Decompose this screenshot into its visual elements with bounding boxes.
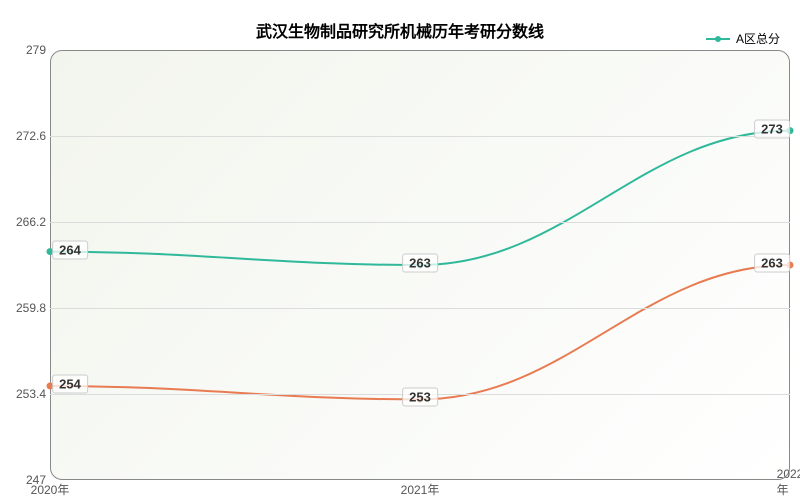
data-label: 263 — [754, 254, 790, 273]
legend-swatch-a — [706, 38, 730, 40]
grid-line — [50, 308, 790, 309]
x-tick-label: 2020年 — [31, 481, 70, 498]
legend-label-a: A区总分 — [736, 30, 780, 47]
legend-item-a: A区总分 — [706, 30, 780, 47]
x-tick-label: 2021年 — [401, 481, 440, 498]
data-label: 254 — [52, 374, 88, 393]
legend-dot-a — [715, 36, 721, 42]
y-tick-label: 279 — [0, 43, 46, 57]
grid-line — [50, 136, 790, 137]
y-tick-label: 272.6 — [0, 129, 46, 143]
x-tick-label: 2022年 — [777, 467, 800, 498]
data-label: 253 — [402, 388, 438, 407]
y-tick-label: 259.8 — [0, 301, 46, 315]
chart-container: 武汉生物制品研究所机械历年考研分数线 A区总分 B区总分 247253.4259… — [0, 0, 800, 500]
y-tick-label: 253.4 — [0, 387, 46, 401]
grid-line — [50, 222, 790, 223]
chart-title: 武汉生物制品研究所机械历年考研分数线 — [0, 18, 800, 42]
data-label: 273 — [754, 119, 790, 138]
series-line — [50, 265, 790, 399]
data-label: 264 — [52, 240, 88, 259]
series-line — [50, 131, 790, 265]
data-label: 263 — [402, 254, 438, 273]
y-tick-label: 266.2 — [0, 215, 46, 229]
